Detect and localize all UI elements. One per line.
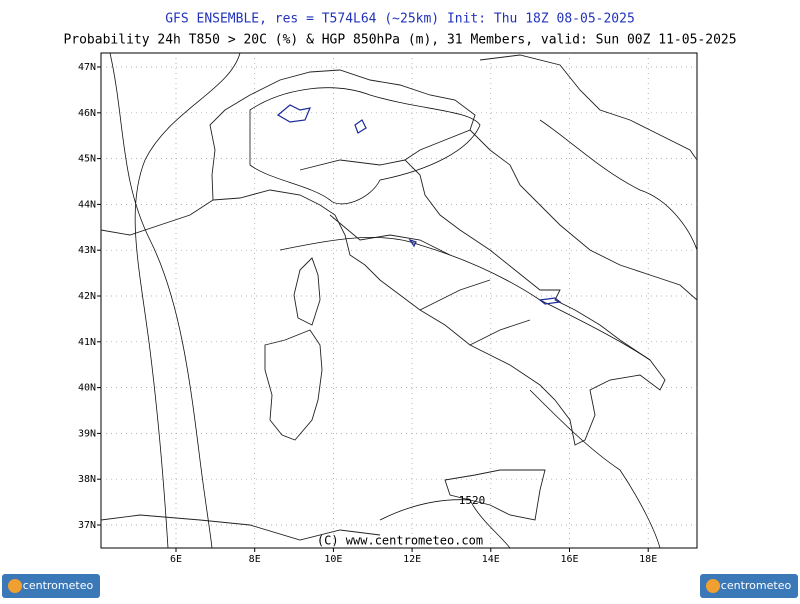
lon-label: 14E bbox=[482, 554, 500, 565]
lat-label: 42N bbox=[78, 291, 96, 302]
lon-label: 12E bbox=[403, 554, 421, 565]
lat-label: 46N bbox=[78, 108, 96, 119]
probability-areas bbox=[276, 104, 562, 305]
probability-area bbox=[538, 297, 562, 305]
copyright: (C) www.centrometeo.com bbox=[317, 534, 483, 548]
graticule bbox=[97, 53, 697, 552]
lon-label: 16E bbox=[560, 554, 578, 565]
isolines bbox=[109, 52, 698, 549]
lat-label: 43N bbox=[78, 245, 96, 256]
lat-label: 37N bbox=[78, 520, 96, 531]
probability-area bbox=[354, 119, 367, 134]
isoline bbox=[279, 236, 651, 361]
borders bbox=[479, 54, 698, 161]
lat-label: 39N bbox=[78, 428, 96, 439]
corsica bbox=[293, 257, 321, 326]
logo-right: centrometeo bbox=[700, 574, 798, 598]
probability-area bbox=[408, 238, 417, 248]
map-frame bbox=[100, 52, 698, 549]
logo-text: centrometeo bbox=[23, 579, 94, 592]
title: GFS ENSEMBLE, res = T574L64 (~25km) Init… bbox=[165, 12, 635, 27]
lon-label: 6E bbox=[170, 554, 182, 565]
lat-label: 45N bbox=[78, 154, 96, 165]
lon-label: 18E bbox=[639, 554, 657, 565]
isoline bbox=[539, 119, 698, 251]
isoline bbox=[379, 499, 511, 549]
subtitle: Probability 24h T850 > 20C (%) & HGP 850… bbox=[63, 33, 736, 48]
logo-box bbox=[700, 574, 798, 598]
italy-outline bbox=[209, 69, 666, 446]
lat-label: 47N bbox=[78, 62, 96, 73]
sardinia bbox=[264, 329, 323, 441]
probability-area bbox=[276, 104, 311, 123]
lon-label: 8E bbox=[249, 554, 261, 565]
lon-label: 10E bbox=[324, 554, 342, 565]
lat-label: 44N bbox=[78, 199, 96, 210]
isoline bbox=[109, 52, 213, 549]
map: 1520 (C) www.centrometeo.com 47N 46N 45N 44… bbox=[78, 52, 698, 565]
lat-label: 38N bbox=[78, 474, 96, 485]
isoline bbox=[134, 52, 241, 549]
lat-label: 40N bbox=[78, 383, 96, 394]
logo-icon bbox=[8, 579, 22, 593]
logo-left: centrometeo bbox=[2, 574, 100, 598]
logo-icon bbox=[706, 579, 720, 593]
logo-box bbox=[2, 574, 100, 598]
logo-text: centrometeo bbox=[721, 579, 792, 592]
isoline bbox=[249, 87, 481, 205]
isoline bbox=[529, 389, 661, 549]
france-coast bbox=[100, 199, 214, 236]
coastlines bbox=[100, 54, 698, 541]
regions bbox=[299, 159, 531, 346]
africa-coast bbox=[100, 514, 381, 541]
balkan-coast bbox=[469, 129, 698, 301]
lat-label: 41N bbox=[78, 337, 96, 348]
contour-label: 1520 bbox=[459, 494, 486, 507]
sicily bbox=[444, 469, 546, 521]
